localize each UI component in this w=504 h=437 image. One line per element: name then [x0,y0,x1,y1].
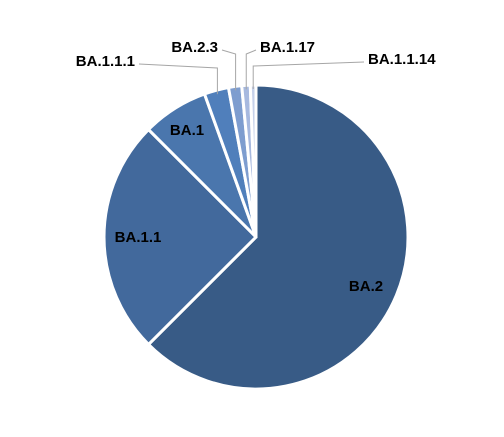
pie-slice [147,83,410,391]
slice-label: BA.1.17 [260,39,315,56]
slice-label: BA.1 [170,122,204,139]
slice-label: BA.2 [349,278,383,295]
slice-label: BA.1.1 [115,229,162,246]
leader-line [138,63,218,95]
pie-slice [102,128,258,346]
slice-label: BA.1.1.14 [368,51,436,68]
slice-label: BA.1.1.1 [76,53,135,70]
slice-label: BA.2.3 [171,39,218,56]
leader-line [245,49,257,90]
leader-line [221,49,237,91]
leader-line [252,61,365,90]
